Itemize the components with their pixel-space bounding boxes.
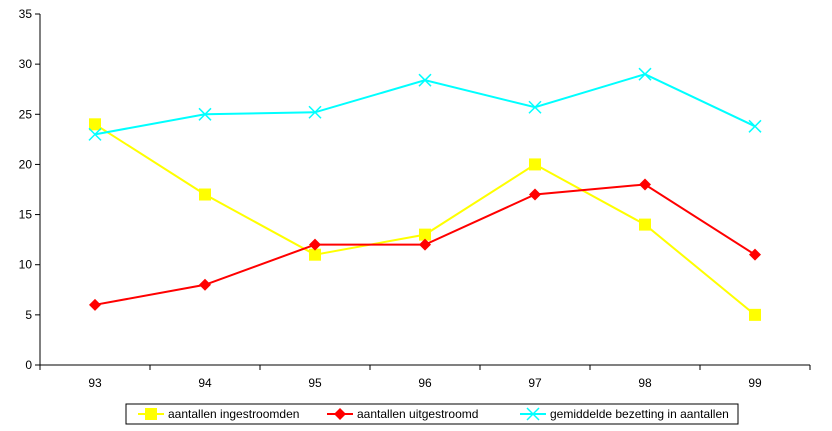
- x-tick-label: 99: [748, 376, 762, 390]
- data-point: [308, 105, 322, 119]
- series-1: [89, 118, 761, 321]
- legend-label: aantallen uitgestroomd: [357, 407, 478, 421]
- y-tick-label: 10: [19, 258, 33, 272]
- data-point: [309, 238, 321, 251]
- series-3: [88, 67, 762, 141]
- x-tick-label: 98: [638, 376, 652, 390]
- legend-item: gemiddelde bezetting in aantallen: [520, 407, 729, 421]
- data-point-stroke: [638, 67, 652, 81]
- legend-box: [125, 403, 739, 425]
- data-point-stroke: [528, 100, 542, 114]
- data-point: [199, 188, 211, 201]
- data-point: [529, 158, 541, 171]
- legend-item: aantallen uitgestroomd: [327, 407, 478, 421]
- data-point: [639, 218, 651, 231]
- legend-label: gemiddelde bezetting in aantallen: [550, 407, 729, 421]
- y-tick-label: 15: [19, 208, 33, 222]
- y-tick-label: 35: [19, 7, 33, 21]
- legend-marker: [526, 407, 540, 421]
- legend-item: aantallen ingestroomden: [138, 407, 299, 421]
- data-point: [419, 228, 431, 241]
- x-tick-label: 94: [198, 376, 212, 390]
- x-tick-label: 95: [308, 376, 322, 390]
- data-point: [88, 127, 102, 141]
- data-point: [528, 100, 542, 114]
- data-point: [89, 298, 101, 311]
- y-tick-label: 0: [25, 358, 32, 372]
- series-2: [89, 178, 761, 311]
- data-point-stroke: [418, 73, 432, 87]
- data-point: [749, 308, 761, 321]
- y-tick-label: 20: [19, 157, 33, 171]
- data-point: [89, 118, 101, 131]
- data-point: [529, 188, 541, 201]
- y-tick-label: 5: [25, 308, 32, 322]
- data-point-stroke: [308, 105, 322, 119]
- data-point-stroke: [198, 107, 212, 121]
- x-tick-label: 97: [528, 376, 542, 390]
- data-point: [638, 67, 652, 81]
- data-point-stroke: [748, 119, 762, 133]
- legend-marker: [334, 408, 346, 420]
- legend-marker: [145, 408, 157, 420]
- x-tick-label: 93: [88, 376, 102, 390]
- y-tick-label: 25: [19, 107, 33, 121]
- data-point: [199, 278, 211, 291]
- data-point: [749, 248, 761, 261]
- chart-legend: aantallen ingestroomden aantallen uitgest…: [125, 403, 739, 425]
- series-line: [94, 73, 756, 136]
- y-tick-label: 30: [19, 57, 33, 71]
- data-point: [198, 107, 212, 121]
- data-point: [748, 119, 762, 133]
- data-point-stroke: [88, 127, 102, 141]
- x-tick-label: 96: [418, 376, 432, 390]
- data-point: [309, 248, 321, 261]
- legend-marker-stroke: [526, 407, 540, 421]
- legend-label: aantallen ingestroomden: [168, 407, 299, 421]
- chart-axes: 0 5 10 15 20 25 30 35 93 94 95 96 97 98 99: [19, 7, 811, 390]
- data-point: [639, 178, 651, 191]
- data-point: [419, 238, 431, 251]
- chart-series: [88, 67, 762, 321]
- data-point: [418, 73, 432, 87]
